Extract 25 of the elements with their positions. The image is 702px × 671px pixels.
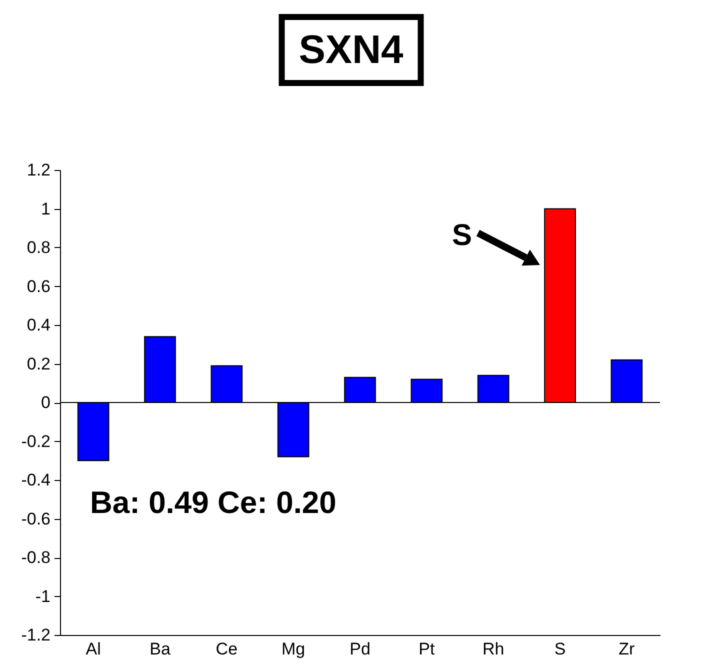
y-tick-label: 1 — [41, 199, 50, 218]
x-tick-label: Ba — [150, 640, 171, 658]
y-tick-label: 1.2 — [26, 160, 50, 180]
x-tick-label: Zr — [618, 640, 636, 658]
y-tick-label: -1 — [35, 586, 50, 606]
x-tick-label: Ce — [216, 640, 238, 658]
x-tick-label: S — [554, 640, 566, 658]
y-tick-label: 0.6 — [26, 276, 50, 296]
y-tick-label: -0.2 — [21, 432, 50, 451]
annotation: Ba: 0.49 Ce: 0.20 — [90, 485, 336, 520]
y-tick-label: -0.4 — [21, 470, 50, 490]
annotation: S — [452, 218, 472, 252]
y-tick-label: 0.4 — [26, 316, 50, 334]
chart-title: SXN4 — [278, 14, 424, 86]
y-tick-label: -0.8 — [21, 548, 50, 567]
x-tick-label: Mg — [282, 640, 306, 658]
y-tick-label: -1.2 — [21, 626, 50, 644]
y-tick-label: 0.8 — [26, 238, 50, 257]
y-tick-label: 0 — [41, 393, 50, 412]
x-tick-label: Rh — [482, 640, 504, 658]
y-tick-label: -0.6 — [21, 509, 50, 528]
y-tick-label: 0.2 — [26, 354, 50, 374]
x-tick-label: Al — [86, 640, 101, 658]
x-tick-label: Pt — [418, 640, 435, 658]
x-tick-label: Pd — [350, 640, 370, 658]
